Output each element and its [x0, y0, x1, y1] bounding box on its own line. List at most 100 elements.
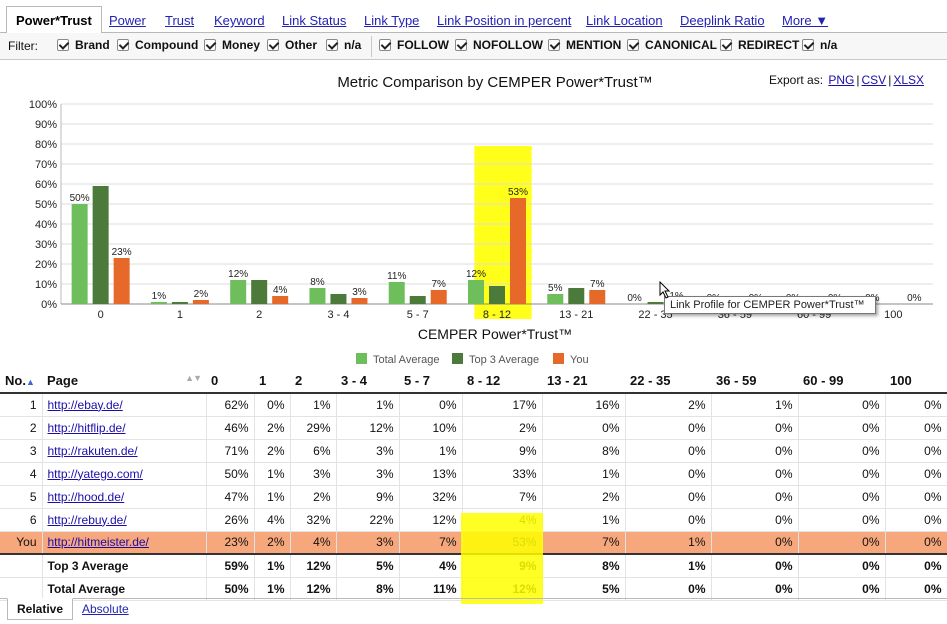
col-header-100[interactable]: 100 — [885, 369, 947, 394]
metric-table: No.▲ Page ▲▼ 0 1 2 3 - 4 5 - 7 8 - 12 13 … — [0, 369, 947, 601]
value-cell: 7% — [399, 531, 463, 555]
value-cell: 22% — [336, 508, 400, 532]
row-number: 2 — [0, 416, 43, 440]
checkbox-checked-icon[interactable] — [117, 39, 129, 51]
filter-redirect[interactable]: REDIRECT — [720, 38, 799, 52]
metric-tabs: Power*Trust Power Trust Keyword Link Sta… — [0, 0, 947, 34]
filter-money[interactable]: Money — [204, 38, 260, 52]
tab-more[interactable]: More ▼ — [782, 13, 829, 28]
value-cell: 1% — [254, 485, 291, 509]
page-link[interactable]: http://yatego.com/ — [47, 466, 143, 481]
tab-absolute[interactable]: Absolute — [82, 602, 129, 616]
value-cell: 0% — [798, 393, 886, 417]
average-value-cell: 0% — [798, 577, 886, 601]
filter-na-anchor[interactable]: n/a — [326, 38, 361, 52]
col-header-22-35[interactable]: 22 - 35 — [625, 369, 711, 394]
tab-relative[interactable]: Relative — [7, 598, 74, 620]
x-tick-label: 100 — [884, 309, 902, 321]
value-cell: 0% — [885, 485, 947, 509]
y-tick-label: 40% — [35, 219, 57, 231]
export-xlsx-link[interactable]: XLSX — [893, 73, 925, 87]
value-cell: 0% — [885, 531, 947, 555]
col-header-36-59[interactable]: 36 - 59 — [711, 369, 798, 394]
col-header-8-12[interactable]: 8 - 12 — [462, 369, 542, 394]
highlight-8-12-column — [461, 513, 543, 604]
col-header-1[interactable]: 1 — [254, 369, 290, 394]
export-csv-link[interactable]: CSV — [861, 73, 887, 87]
value-cell: 3% — [336, 462, 400, 486]
value-cell: 0% — [711, 531, 799, 555]
y-tick-label: 30% — [35, 239, 57, 251]
sort-asc-icon[interactable]: ▲ — [25, 377, 35, 387]
checkbox-checked-icon[interactable] — [204, 39, 216, 51]
checkbox-checked-icon[interactable] — [802, 39, 814, 51]
value-cell: 2% — [290, 485, 337, 509]
tab-link-location[interactable]: Link Location — [586, 13, 663, 28]
average-value-cell: 12% — [290, 577, 337, 601]
value-cell: 1% — [254, 462, 291, 486]
checkbox-checked-icon[interactable] — [379, 39, 391, 51]
y-tick-label: 100% — [29, 99, 57, 111]
bar-top-3-average — [251, 280, 268, 304]
col-header-page[interactable]: Page ▲▼ — [42, 369, 206, 394]
page-link[interactable]: http://rakuten.de/ — [47, 443, 138, 458]
page-link[interactable]: http://hitflip.de/ — [47, 420, 126, 435]
col-header-60-99[interactable]: 60 - 99 — [798, 369, 885, 394]
value-cell: 2% — [254, 439, 291, 463]
data-label: 12% — [228, 269, 248, 280]
y-tick-label: 0% — [41, 299, 57, 311]
page-link[interactable]: http://ebay.de/ — [47, 397, 123, 412]
checkbox-checked-icon[interactable] — [326, 39, 338, 51]
export-png-link[interactable]: PNG — [828, 73, 855, 87]
tab-link-status[interactable]: Link Status — [282, 13, 347, 28]
value-cell: 0% — [885, 393, 947, 417]
bar-top-3-average — [171, 302, 188, 304]
filter-other[interactable]: Other — [267, 38, 317, 52]
page-link[interactable]: http://hitmeister.de/ — [47, 535, 149, 550]
checkbox-checked-icon[interactable] — [267, 39, 279, 51]
col-header-3-4[interactable]: 3 - 4 — [336, 369, 399, 394]
value-cell: 0% — [399, 393, 463, 417]
mouse-cursor-icon — [659, 281, 671, 299]
checkbox-checked-icon[interactable] — [548, 39, 560, 51]
value-cell: 9% — [462, 439, 543, 463]
checkbox-checked-icon[interactable] — [57, 39, 69, 51]
filter-follow[interactable]: FOLLOW — [379, 38, 449, 52]
filter-compound[interactable]: Compound — [117, 38, 198, 52]
tab-power[interactable]: Power — [109, 13, 146, 28]
filter-na-type[interactable]: n/a — [802, 38, 837, 52]
filter-brand[interactable]: Brand — [57, 38, 110, 52]
table-row: 1 http://ebay.de/62% 0% 1% 1% 0% 17% 16% 2% 1% 0% 0… — [0, 393, 947, 417]
filter-mention[interactable]: MENTION — [548, 38, 621, 52]
filter-nofollow[interactable]: NOFOLLOW — [455, 38, 543, 52]
x-tick-label: 1 — [177, 309, 183, 321]
checkbox-checked-icon[interactable] — [455, 39, 467, 51]
col-header-5-7[interactable]: 5 - 7 — [399, 369, 462, 394]
value-cell: 0% — [711, 439, 799, 463]
checkbox-checked-icon[interactable] — [720, 39, 732, 51]
page-link[interactable]: http://hood.de/ — [47, 489, 125, 504]
tab-power-trust[interactable]: Power*Trust — [6, 6, 102, 34]
export-bar: Export as: PNG | CSV | XLSX — [769, 73, 925, 87]
empty-cell — [0, 577, 43, 601]
col-header-13-21[interactable]: 13 - 21 — [542, 369, 625, 394]
x-tick-label: 0 — [98, 309, 104, 321]
value-cell: 0% — [798, 508, 886, 532]
col-header-2[interactable]: 2 — [290, 369, 336, 394]
sort-icon[interactable]: ▲▼ — [185, 373, 202, 383]
tab-link-type[interactable]: Link Type — [364, 13, 420, 28]
filter-canonical[interactable]: CANONICAL — [627, 38, 717, 52]
page-link[interactable]: http://rebuy.de/ — [47, 512, 127, 527]
tab-deeplink-ratio[interactable]: Deeplink Ratio — [680, 13, 765, 28]
bar-total-average — [388, 282, 405, 304]
checkbox-checked-icon[interactable] — [627, 39, 639, 51]
tab-trust[interactable]: Trust — [165, 13, 195, 28]
col-header-no[interactable]: No.▲ — [0, 369, 42, 394]
tab-keyword[interactable]: Keyword — [214, 13, 265, 28]
table-row: 5 http://hood.de/47% 1% 2% 9% 32% 7% 2% 0% 0% 0% 0% — [0, 485, 947, 509]
tab-link-position[interactable]: Link Position in percent — [437, 13, 572, 28]
value-cell: 29% — [290, 416, 337, 440]
legend-label: Top 3 Average — [469, 354, 539, 366]
col-header-0[interactable]: 0 — [206, 369, 254, 394]
